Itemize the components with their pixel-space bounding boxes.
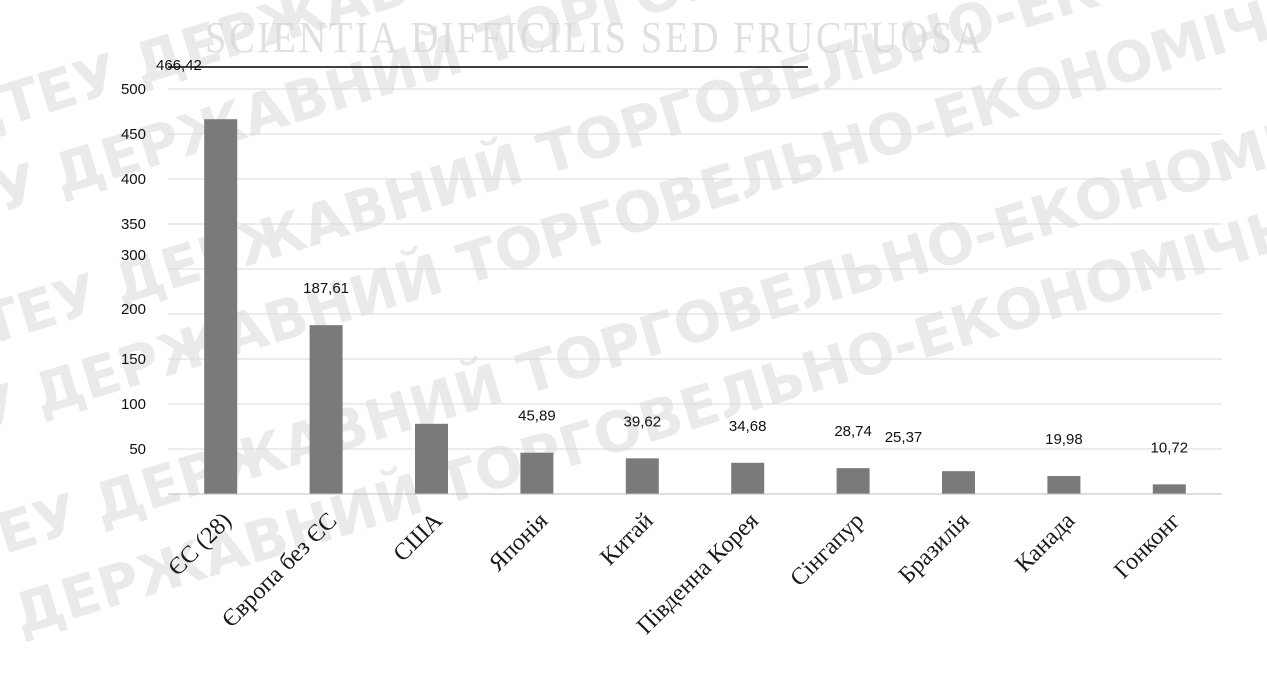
watermark-motto: SCIENTIA DIFFICILIS SED FRUCTUOSA bbox=[205, 13, 985, 62]
bars bbox=[204, 119, 1186, 495]
bar bbox=[625, 458, 659, 494]
category-label: Китай bbox=[596, 508, 659, 571]
data-label: 34,68 bbox=[729, 418, 767, 435]
bar bbox=[520, 452, 554, 494]
y-tick-label: 500 bbox=[121, 81, 146, 98]
y-axis-ticks: 500 450 400 350 300 200 150 100 50 bbox=[121, 81, 146, 458]
gridlines bbox=[168, 88, 1222, 450]
category-label: Гонконг bbox=[1109, 508, 1185, 584]
data-label: 28,74 bbox=[834, 423, 872, 440]
data-label: 187,61 bbox=[303, 280, 349, 297]
data-label: 10,72 bbox=[1151, 439, 1189, 456]
category-label: Бразилія bbox=[894, 508, 975, 589]
bar bbox=[1152, 484, 1186, 494]
category-labels: ЄС (28)Європа без ЄС США Японія КитайПівден… bbox=[164, 507, 1186, 639]
bar bbox=[836, 468, 870, 494]
bar bbox=[1047, 476, 1081, 494]
y-tick-label: 300 bbox=[121, 247, 146, 264]
bar bbox=[942, 471, 975, 494]
category-label: Японія bbox=[484, 508, 553, 577]
data-label: 45,89 bbox=[518, 408, 556, 425]
data-labels: 466,42 187,61 45,89 39,62 34,68 28,74 25,37 19,… bbox=[156, 57, 1188, 456]
y-tick-label: 400 bbox=[121, 171, 146, 188]
y-tick-label: 450 bbox=[121, 126, 146, 143]
data-label: 19,98 bbox=[1045, 431, 1083, 448]
bar bbox=[309, 325, 343, 494]
y-tick-label: 200 bbox=[121, 301, 146, 318]
bar bbox=[731, 462, 765, 494]
y-tick-label: 50 bbox=[129, 441, 146, 458]
y-tick-label: 350 bbox=[121, 216, 146, 233]
bar bbox=[204, 119, 238, 495]
bar bbox=[415, 423, 448, 494]
y-tick-label: 150 bbox=[121, 351, 146, 368]
y-tick-label: 100 bbox=[121, 396, 146, 413]
data-label: 25,37 bbox=[885, 429, 923, 446]
data-label: 466,42 bbox=[156, 57, 202, 74]
category-label: Канада bbox=[1010, 508, 1080, 578]
category-label: Сінгапур bbox=[786, 508, 870, 592]
data-label: 39,62 bbox=[624, 413, 662, 430]
